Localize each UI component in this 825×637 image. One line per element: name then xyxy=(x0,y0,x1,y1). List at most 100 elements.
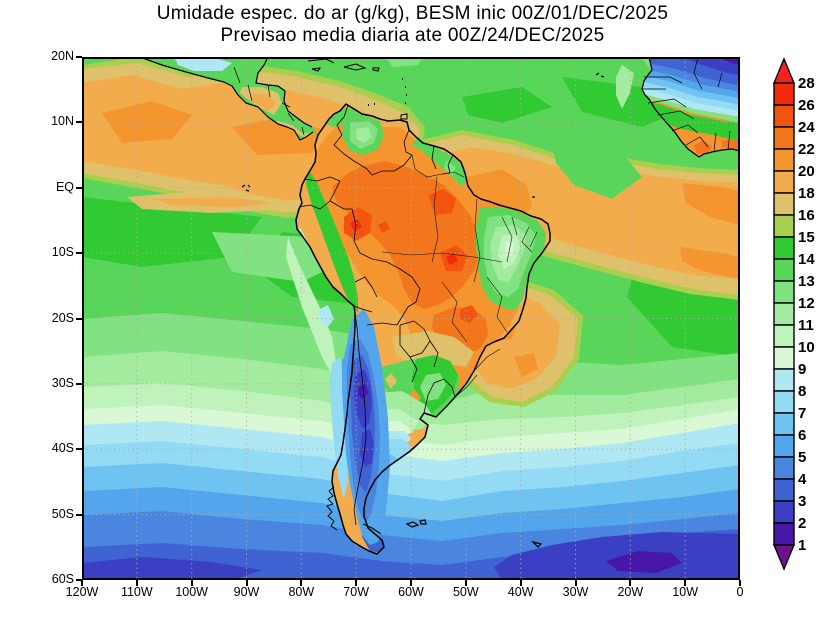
colorbar-box xyxy=(773,522,795,546)
colorbar-below-min-arrow xyxy=(772,544,796,571)
colorbar-box xyxy=(773,500,795,524)
lat-tick-label: 30S xyxy=(51,375,74,390)
africa-fill-detail xyxy=(642,57,740,155)
colorbar-level-label: 18 xyxy=(798,185,815,202)
caribbean-islands xyxy=(307,58,408,120)
lon-tick-label: 70W xyxy=(343,585,369,599)
colorbar-svg: 28 26 24 22 20 18 16 15 14 13 12 11 10 9 8 7 6 5 4 3 2 1 xyxy=(772,57,815,571)
colorbar-box xyxy=(773,368,795,392)
colorbar-box xyxy=(773,82,795,106)
lon-tick-mark xyxy=(300,580,303,586)
lon-tick-mark xyxy=(81,580,83,586)
colorbar-box xyxy=(773,148,795,172)
polar-navy-patches xyxy=(82,532,740,580)
lat-tick-label: 20S xyxy=(51,310,74,325)
small-islands xyxy=(241,72,605,548)
lon-tick-mark xyxy=(135,580,138,586)
northeast-brazil-dry-patch xyxy=(476,207,546,311)
colorbar-level-label: 5 xyxy=(798,449,806,466)
colorbar-box xyxy=(773,346,795,370)
colorbar-above-max-arrow xyxy=(772,57,796,84)
lon-tick-label: 110W xyxy=(120,585,153,599)
colorbar-box xyxy=(773,170,795,194)
coastlines xyxy=(139,57,740,555)
lon-tick-mark xyxy=(684,580,687,586)
colorbar-box xyxy=(773,324,795,348)
colorbar-level-label: 4 xyxy=(798,471,807,488)
colorbar-level-label: 13 xyxy=(798,273,815,290)
colorbar-box xyxy=(773,236,795,260)
colorbar-box xyxy=(773,104,795,128)
lon-tick-mark xyxy=(519,580,522,586)
lon-tick-label: 10W xyxy=(672,585,698,599)
north-coast-green-patches xyxy=(322,107,468,187)
colorbar-level-label: 14 xyxy=(798,251,815,268)
lon-tick-label: 120W xyxy=(65,585,99,599)
colorbar-level-label: 22 xyxy=(798,141,815,158)
colorbar-box xyxy=(773,478,795,502)
colorbar-level-label: 16 xyxy=(798,207,815,224)
colorbar-level-label: 2 xyxy=(798,515,806,532)
colorbar-level-label: 3 xyxy=(798,493,806,510)
lon-tick-mark xyxy=(464,580,467,586)
lon-tick-label: 40W xyxy=(507,585,534,599)
lon-tick-mark xyxy=(574,580,577,586)
lon-tick-label: 80W xyxy=(288,585,315,599)
lat-tick-label: 10N xyxy=(51,114,74,129)
colorbar-box xyxy=(773,390,795,414)
colorbar-box xyxy=(773,412,795,436)
lon-tick-label: 60W xyxy=(398,585,424,599)
map-frame xyxy=(82,57,740,580)
colorbar-level-label: 20 xyxy=(798,163,815,180)
colorbar-level-label: 10 xyxy=(798,339,815,356)
colorbar-level-label: 24 xyxy=(798,119,815,136)
colorbar-level-label: 8 xyxy=(798,383,806,400)
africa-borders xyxy=(642,57,731,152)
lat-tick-label: 20N xyxy=(51,49,74,63)
colorbar-level-label: 26 xyxy=(798,97,815,114)
map-title: Umidade espec. do ar (g/kg), BESM inic 0… xyxy=(156,3,669,24)
lon-tick-label: 20W xyxy=(617,585,644,599)
colorbar-box xyxy=(773,434,795,458)
lon-tick-mark xyxy=(245,580,248,586)
lon-tick-label: 50W xyxy=(452,585,479,599)
colorbar-level-label: 11 xyxy=(798,317,814,334)
country-borders xyxy=(298,104,456,526)
grid-lines xyxy=(82,57,740,580)
colorbar-box xyxy=(773,192,795,216)
colorbar-level-label: 12 xyxy=(798,295,815,312)
central-america-borders xyxy=(233,66,305,136)
colorbar-box xyxy=(773,456,795,480)
lon-tick-mark xyxy=(190,580,193,586)
lat-tick-label: 40S xyxy=(51,441,74,456)
map-plot-svg xyxy=(82,57,740,580)
lon-tick-mark xyxy=(410,580,412,586)
colorbar-level-label: 6 xyxy=(798,427,806,444)
colorbar-level-label: 15 xyxy=(798,229,815,246)
lon-tick-mark xyxy=(629,580,632,586)
colorbar-level-label: 9 xyxy=(798,361,806,378)
lon-tick-mark xyxy=(739,580,741,586)
peru-coastal-strip xyxy=(286,237,336,375)
lon-tick-label: 0 xyxy=(736,585,744,599)
colorbar-level-label: 1 xyxy=(798,537,806,554)
colorbar-level-label: 7 xyxy=(798,405,806,422)
colorbar-box xyxy=(773,302,795,326)
colorbar-level-label: 28 xyxy=(798,75,815,92)
central-america-landmass xyxy=(140,57,318,140)
lon-tick-label: 100W xyxy=(175,585,208,599)
lat-tick-label: 10S xyxy=(51,245,74,260)
colorbar: 28 26 24 22 20 18 16 15 14 13 12 11 10 9 8 7 6 5 4 3 2 1 xyxy=(770,54,825,589)
itcz-atlantic-band xyxy=(408,130,740,300)
colorbar-box xyxy=(773,214,795,238)
colorbar-box xyxy=(773,126,795,150)
colorbar-box xyxy=(773,258,795,282)
lat-tick-label: 50S xyxy=(51,506,74,521)
lon-tick-mark xyxy=(355,580,358,586)
map-subtitle: Previsao media diaria ate 00Z/24/DEC/202… xyxy=(220,25,605,46)
lon-tick-label: 90W xyxy=(233,585,260,599)
colorbar-box xyxy=(773,280,795,304)
lon-tick-label: 30W xyxy=(562,585,589,599)
brazil-state-borders xyxy=(381,154,538,398)
